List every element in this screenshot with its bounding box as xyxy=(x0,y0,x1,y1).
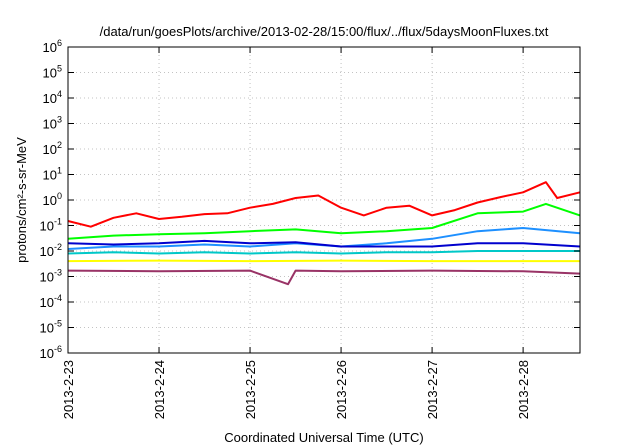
series-line-1 xyxy=(67,181,581,228)
x-tick-label: 2013-2-23 xyxy=(61,360,76,419)
y-tick-label: 103 xyxy=(43,115,62,132)
x-axis-label: Coordinated Universal Time (UTC) xyxy=(224,430,423,445)
x-tick-label: 2013-2-27 xyxy=(425,360,440,419)
y-tick-label: 102 xyxy=(43,140,62,157)
y-tick-label: 101 xyxy=(43,166,62,183)
series-line-7 xyxy=(67,269,581,286)
series-line-2 xyxy=(67,202,581,240)
series-line-6 xyxy=(67,259,580,263)
x-tick-label: 2013-2-28 xyxy=(516,360,531,419)
y-tick-label: 106 xyxy=(43,38,62,55)
y-tick-label: 10-4 xyxy=(40,293,62,310)
y-tick-label: 100 xyxy=(43,191,62,208)
x-tick-labels: 2013-2-23 2013-2-24 2013-2-25 2013-2-26 2013… xyxy=(61,360,531,419)
y-axis-label: protons/cm²-s-sr-MeV xyxy=(14,137,29,263)
y-tick-labels: 10-6 10-5 10-4 10-3 10-2 10-1 100 101 102 103 104 1… xyxy=(40,38,62,361)
x-tick-label: 2013-2-24 xyxy=(152,360,167,419)
y-tick-label: 10-3 xyxy=(40,268,62,285)
y-tick-label: 105 xyxy=(43,64,62,81)
y-tick-label: 10-1 xyxy=(40,217,62,234)
y-tick-label: 10-6 xyxy=(40,344,62,361)
ticks xyxy=(67,46,580,354)
series-line-4 xyxy=(67,239,581,248)
series-group xyxy=(67,181,581,286)
chart-title: /data/run/goesPlots/archive/2013-02-28/1… xyxy=(100,24,549,39)
series-line-5 xyxy=(67,250,580,255)
y-tick-label: 10-5 xyxy=(40,319,62,336)
grid xyxy=(68,47,580,353)
y-tick-label: 10-2 xyxy=(40,242,62,259)
x-tick-label: 2013-2-26 xyxy=(334,360,349,419)
y-tick-label: 104 xyxy=(43,89,62,106)
x-tick-label: 2013-2-25 xyxy=(243,360,258,419)
